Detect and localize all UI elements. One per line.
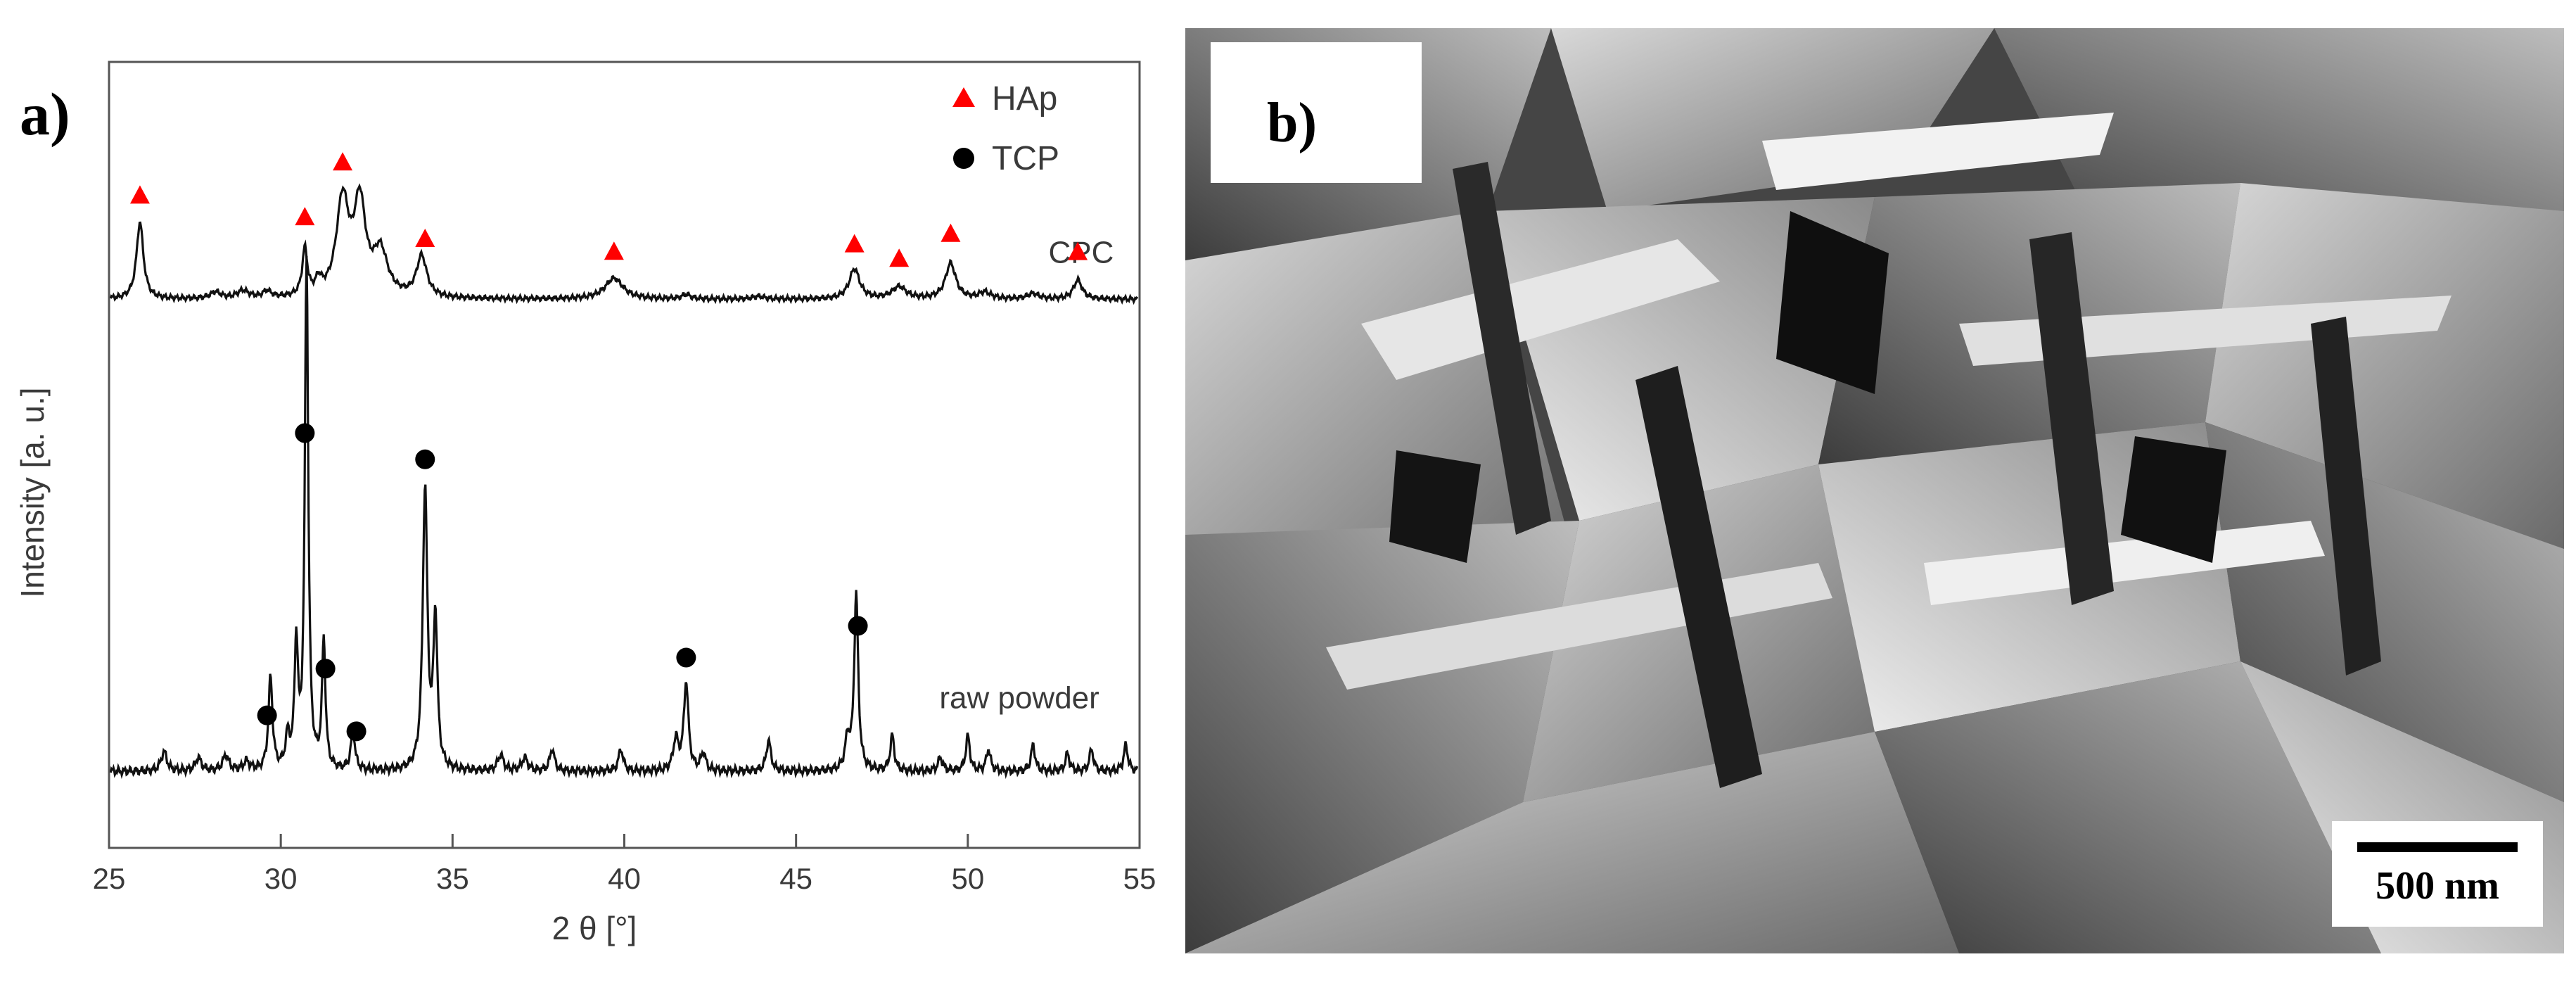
hap-marker bbox=[604, 241, 624, 260]
scale-bar-label: 500 nm bbox=[2376, 864, 2499, 908]
x-tick-label: 30 bbox=[264, 862, 298, 895]
hap-marker bbox=[1068, 241, 1088, 260]
xrd-chart: 25 30 35 40 45 50 55 2 θ [°] Intensity [a. u.]… bbox=[14, 61, 1156, 946]
series-line-0 bbox=[109, 183, 1139, 305]
scale-bar: 500 nm bbox=[2332, 821, 2543, 927]
panel-label-b: b) bbox=[1267, 92, 1318, 154]
x-axis-tick-labels: 25 30 35 40 45 50 55 bbox=[93, 862, 1156, 895]
legend-tcp-marker bbox=[953, 148, 974, 169]
panel-label-a: a) bbox=[20, 80, 70, 148]
legend-label: HAp bbox=[992, 80, 1057, 118]
x-tick-label: 35 bbox=[436, 862, 469, 895]
peak-markers bbox=[129, 152, 1088, 742]
series-label: raw powder bbox=[939, 680, 1099, 715]
tcp-marker bbox=[295, 423, 315, 443]
legend: HAp TCP bbox=[952, 80, 1059, 177]
plot-frame bbox=[108, 61, 1141, 849]
sem-micrograph bbox=[1185, 28, 2564, 953]
x-axis-ticks bbox=[108, 834, 1141, 848]
legend-hap-marker bbox=[952, 87, 975, 107]
panel-label-b-box: b) bbox=[1211, 42, 1422, 183]
x-tick-label: 50 bbox=[951, 862, 984, 895]
x-tick-label: 40 bbox=[608, 862, 641, 895]
hap-marker bbox=[941, 223, 961, 242]
series-line-1 bbox=[109, 255, 1139, 780]
tcp-marker bbox=[346, 721, 366, 742]
x-tick-label: 25 bbox=[93, 862, 126, 895]
legend-label: TCP bbox=[992, 140, 1059, 177]
hap-marker bbox=[129, 185, 150, 204]
crystal-plates bbox=[1185, 28, 2564, 953]
sem-image-panel: b) 500 nm bbox=[1185, 28, 2564, 953]
tcp-marker bbox=[315, 659, 336, 679]
x-tick-label: 45 bbox=[779, 862, 812, 895]
series-labels: CPCraw powder bbox=[939, 235, 1114, 715]
hap-marker bbox=[889, 248, 910, 267]
tcp-marker bbox=[257, 705, 277, 725]
series-lines bbox=[109, 183, 1139, 780]
tcp-marker bbox=[676, 647, 696, 668]
tcp-marker bbox=[848, 616, 868, 636]
hap-marker bbox=[333, 152, 353, 171]
x-axis-label: 2 θ [°] bbox=[552, 910, 637, 946]
hap-marker bbox=[844, 234, 865, 253]
hap-marker bbox=[415, 229, 435, 248]
y-axis-label: Intensity [a. u.] bbox=[14, 387, 51, 597]
tcp-marker bbox=[415, 449, 435, 469]
hap-marker bbox=[295, 207, 315, 226]
x-tick-label: 55 bbox=[1123, 862, 1156, 895]
scale-bar-line bbox=[2357, 842, 2518, 852]
